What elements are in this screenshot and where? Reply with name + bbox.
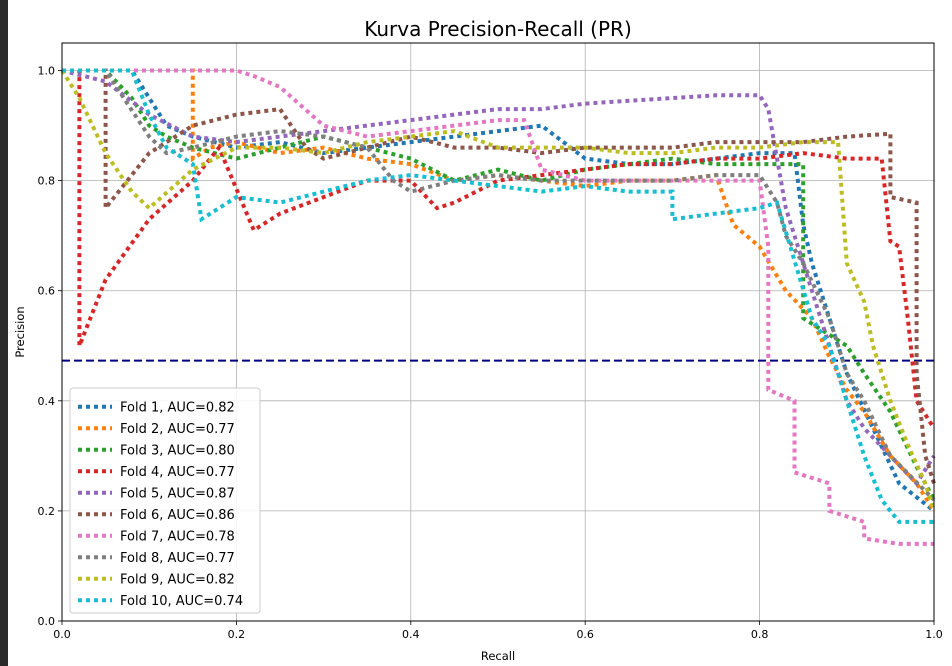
ticks: 0.0 0.2 0.4 0.6 0.8 1.0 0.0 0.2 0.4 0.6 0.8 1.0 (38, 65, 943, 641)
legend-label-fold-10: Fold 10, AUC=0.74 (120, 594, 243, 609)
series-line-fold-3 (62, 68, 936, 501)
legend-label-fold-2: Fold 2, AUC=0.77 (120, 422, 235, 437)
series-line-fold-7 (62, 68, 934, 546)
y-tick-label: 0.6 (38, 285, 56, 298)
legend: Fold 1, AUC=0.82 Fold 2, AUC=0.77 Fold 3, … (69, 387, 261, 614)
legend-box (69, 387, 261, 614)
y-tick-label: 1.0 (38, 65, 56, 78)
y-tick-label: 0.2 (38, 505, 56, 518)
legend-label-fold-3: Fold 3, AUC=0.80 (120, 443, 235, 458)
chart-title: Kurva Precision-Recall (PR) (364, 17, 632, 41)
x-axis-label: Recall (481, 649, 515, 663)
legend-label-fold-4: Fold 4, AUC=0.77 (120, 465, 235, 480)
series-line-fold-9 (60, 69, 936, 512)
plot-frame (61, 42, 935, 622)
y-tick-label: 0.4 (38, 395, 56, 408)
series-line-fold-8 (62, 68, 936, 502)
x-tick-label: 0.4 (402, 628, 420, 641)
legend-label-fold-9: Fold 9, AUC=0.82 (120, 572, 235, 587)
y-tick-label: 0.0 (38, 615, 56, 628)
y-axis-label: Precision (13, 306, 27, 357)
series-line-fold-6 (62, 68, 936, 485)
x-tick-label: 0.6 (576, 628, 594, 641)
y-tick-label: 0.8 (38, 175, 56, 188)
x-tick-label: 0.2 (228, 628, 246, 641)
legend-label-fold-8: Fold 8, AUC=0.77 (120, 551, 235, 566)
x-tick-label: 1.0 (925, 628, 943, 641)
legend-label-fold-1: Fold 1, AUC=0.82 (120, 400, 235, 415)
series-line-fold-4 (62, 68, 936, 430)
pr-curve-chart: Kurva Precision-Recall (PR) 0.0 0.2 0.4 0.6… (13, 17, 943, 663)
series-line-fold-2 (62, 68, 936, 512)
legend-label-fold-6: Fold 6, AUC=0.86 (120, 508, 235, 523)
x-tick-label: 0.0 (53, 628, 71, 641)
legend-label-fold-5: Fold 5, AUC=0.87 (120, 486, 235, 501)
legend-label-fold-7: Fold 7, AUC=0.78 (120, 529, 235, 544)
figure: Kurva Precision-Recall (PR) 0.0 0.2 0.4 0.6… (8, 0, 952, 666)
series-layer (60, 68, 936, 546)
x-tick-label: 0.8 (751, 628, 769, 641)
